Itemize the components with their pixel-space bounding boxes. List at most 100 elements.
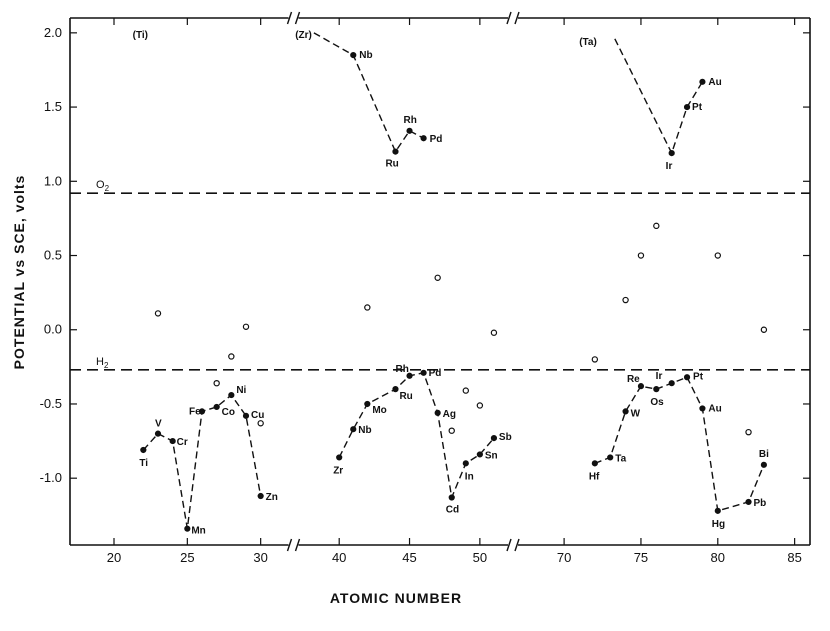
data-point: [668, 149, 675, 157]
point-label: Zr: [333, 465, 343, 476]
x-tick-label: 40: [332, 550, 346, 565]
y-tick-label: 2.0: [44, 25, 62, 40]
y-tick-label: -0.5: [40, 396, 62, 411]
data-point: [714, 507, 721, 514]
data-point: [406, 372, 413, 379]
data-point: [184, 525, 191, 532]
open-data-point: [476, 402, 484, 409]
data-point: [257, 492, 264, 500]
point-label: Hg: [712, 519, 725, 530]
point-label: Pb: [754, 498, 767, 509]
axis-break-mark: [294, 11, 301, 25]
point-label: V: [155, 419, 162, 430]
open-data-point: [622, 296, 629, 304]
point-label: Au: [708, 77, 721, 88]
data-point: [350, 426, 357, 433]
data-point: [420, 369, 427, 376]
data-point: [699, 78, 706, 85]
point-label: Rh: [396, 364, 409, 375]
point-label: Hf: [589, 471, 600, 482]
x-tick-label: 20: [107, 550, 121, 565]
point-label: Fe: [189, 406, 201, 417]
point-label: Nb: [359, 50, 372, 61]
data-point: [434, 409, 441, 416]
x-tick-label: 45: [402, 550, 416, 565]
point-label: Re: [627, 374, 640, 385]
point-label: Ir: [656, 371, 663, 382]
data-point: [448, 494, 455, 501]
data-point: [462, 460, 469, 467]
data-point: [169, 437, 176, 445]
point-label: Cu: [251, 410, 264, 421]
reference-label-sub: 2: [104, 361, 109, 370]
open-data-point: [213, 379, 220, 387]
x-tick-label: 85: [787, 550, 801, 565]
data-point: [392, 386, 399, 393]
axes: 2.0 1.5 1.0 0.5 0.0 -0.5 -1.0 20 25 30 40 45 50 70 75 8…: [40, 11, 811, 565]
point-label: Mo: [372, 405, 386, 416]
data-point: [591, 460, 598, 467]
y-tick-label: 1.0: [44, 173, 62, 188]
open-data-point: [462, 387, 469, 394]
data-point: [336, 454, 343, 461]
open-data-point: [745, 428, 752, 436]
open-data-point: [760, 326, 768, 333]
axis-break-mark: [286, 11, 293, 25]
data-point: [683, 103, 691, 111]
open-data-point: [653, 222, 660, 230]
point-label: Rh: [404, 115, 417, 126]
reference-label-main: H: [96, 356, 104, 368]
point-label: Os: [650, 397, 664, 408]
data-point: [406, 127, 413, 134]
reference-label-main: O: [96, 179, 105, 191]
x-tick-label: 50: [473, 550, 487, 565]
point-label: Nb: [358, 425, 371, 436]
upper-series-line: [313, 32, 424, 154]
y-tick-label: -1.0: [40, 470, 62, 485]
open-data-point: [490, 329, 498, 336]
open-data-point: [154, 310, 162, 317]
upper-series-start-label: (Zr): [295, 30, 312, 41]
point-label: Bi: [759, 449, 769, 460]
point-label: Ru: [385, 159, 398, 170]
data-points: [140, 52, 768, 532]
lower-series-line: [594, 376, 765, 512]
point-label: Ag: [443, 409, 456, 420]
point-label: Sn: [485, 450, 498, 461]
point-label: Zn: [266, 492, 278, 503]
upper-series-line: [614, 38, 704, 155]
point-label: Pd: [430, 134, 443, 145]
point-label: Pt: [693, 371, 704, 382]
data-point: [198, 408, 206, 415]
point-label: Cd: [446, 504, 459, 515]
reference-label-sub: 2: [105, 184, 110, 193]
axis-break-mark: [294, 538, 301, 552]
point-label: Pd: [429, 368, 442, 379]
x-tick-label: 70: [557, 550, 571, 565]
data-point: [350, 52, 357, 59]
x-tick-label: 30: [253, 550, 267, 565]
data-point: [699, 405, 706, 412]
y-tick-label: 0.5: [44, 248, 62, 263]
x-tick-label: 25: [180, 550, 194, 565]
open-data-point: [364, 304, 371, 311]
y-tick-label: 0.0: [44, 322, 62, 337]
x-axis-label: ATOMIC NUMBER: [330, 590, 462, 606]
point-label: Cr: [177, 437, 188, 448]
point-label: Ni: [236, 385, 246, 396]
x-tick-label: 80: [711, 550, 725, 565]
open-data-point: [448, 427, 455, 434]
y-axis-label: POTENTIAL vs SCE, volts: [11, 175, 27, 370]
reference-label: H2: [96, 356, 109, 370]
open-data-point: [228, 353, 235, 360]
axis-break-mark: [506, 538, 512, 552]
data-point: [213, 403, 220, 411]
point-label: In: [465, 471, 474, 482]
data-point: [228, 391, 235, 399]
open-data-point: [591, 356, 599, 363]
axis-break-mark: [506, 11, 512, 25]
point-label: W: [631, 408, 641, 419]
axis-break-mark: [514, 538, 520, 552]
